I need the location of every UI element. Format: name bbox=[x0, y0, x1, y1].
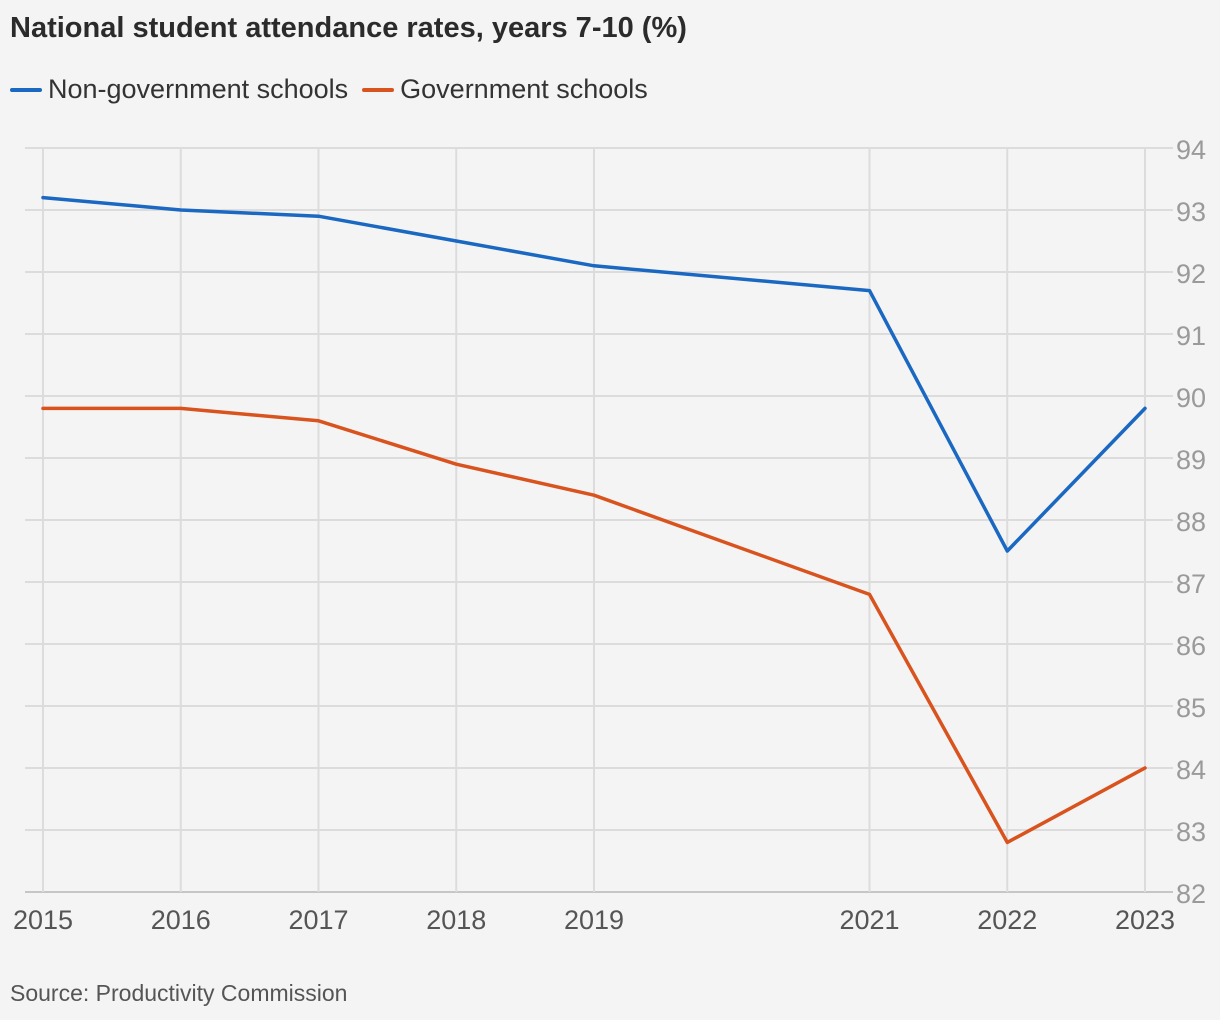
legend: Non-government schools Government school… bbox=[10, 74, 648, 105]
source-note: Source: Productivity Commission bbox=[10, 980, 348, 1006]
y-tick-label-86: 86 bbox=[1176, 631, 1206, 661]
x-tick-label-2016: 2016 bbox=[151, 905, 211, 935]
x-tick-label-2018: 2018 bbox=[426, 905, 486, 935]
series-line-non-government bbox=[41, 195, 1147, 553]
x-tick-label-2017: 2017 bbox=[288, 905, 348, 935]
x-tick-label-2022: 2022 bbox=[977, 905, 1037, 935]
y-tick-label-94: 94 bbox=[1176, 135, 1206, 165]
series-line-government bbox=[41, 406, 1147, 845]
y-tick-label-88: 88 bbox=[1176, 507, 1206, 537]
y-tick-label-92: 92 bbox=[1176, 259, 1206, 289]
legend-item-government: Government schools bbox=[362, 74, 648, 105]
x-tick-label-2023: 2023 bbox=[1115, 905, 1175, 935]
y-tick-label-89: 89 bbox=[1176, 445, 1206, 475]
legend-item-non-government: Non-government schools bbox=[10, 74, 348, 105]
legend-label-government: Government schools bbox=[400, 74, 648, 104]
y-tick-label-87: 87 bbox=[1176, 569, 1206, 599]
x-tick-label-2019: 2019 bbox=[564, 905, 624, 935]
y-tick-label-90: 90 bbox=[1176, 383, 1206, 413]
x-tick-label-2015: 2015 bbox=[13, 905, 73, 935]
legend-swatch-non-government bbox=[10, 87, 42, 92]
y-tick-label-82: 82 bbox=[1176, 879, 1206, 909]
y-tick-label-93: 93 bbox=[1176, 197, 1206, 227]
y-tick-label-83: 83 bbox=[1176, 817, 1206, 847]
legend-swatch-government bbox=[362, 87, 395, 92]
line-chart: 82 83 84 85 86 87 88 89 90 91 92 93 94 2015 2016 2017 20… bbox=[13, 135, 1206, 935]
y-tick-label-84: 84 bbox=[1176, 755, 1206, 785]
legend-label-non-government: Non-government schools bbox=[48, 74, 349, 104]
chart-title: National student attendance rates, years… bbox=[10, 12, 687, 44]
x-tick-label-2021: 2021 bbox=[839, 905, 899, 935]
y-tick-label-91: 91 bbox=[1176, 321, 1206, 351]
y-tick-label-85: 85 bbox=[1176, 693, 1206, 723]
